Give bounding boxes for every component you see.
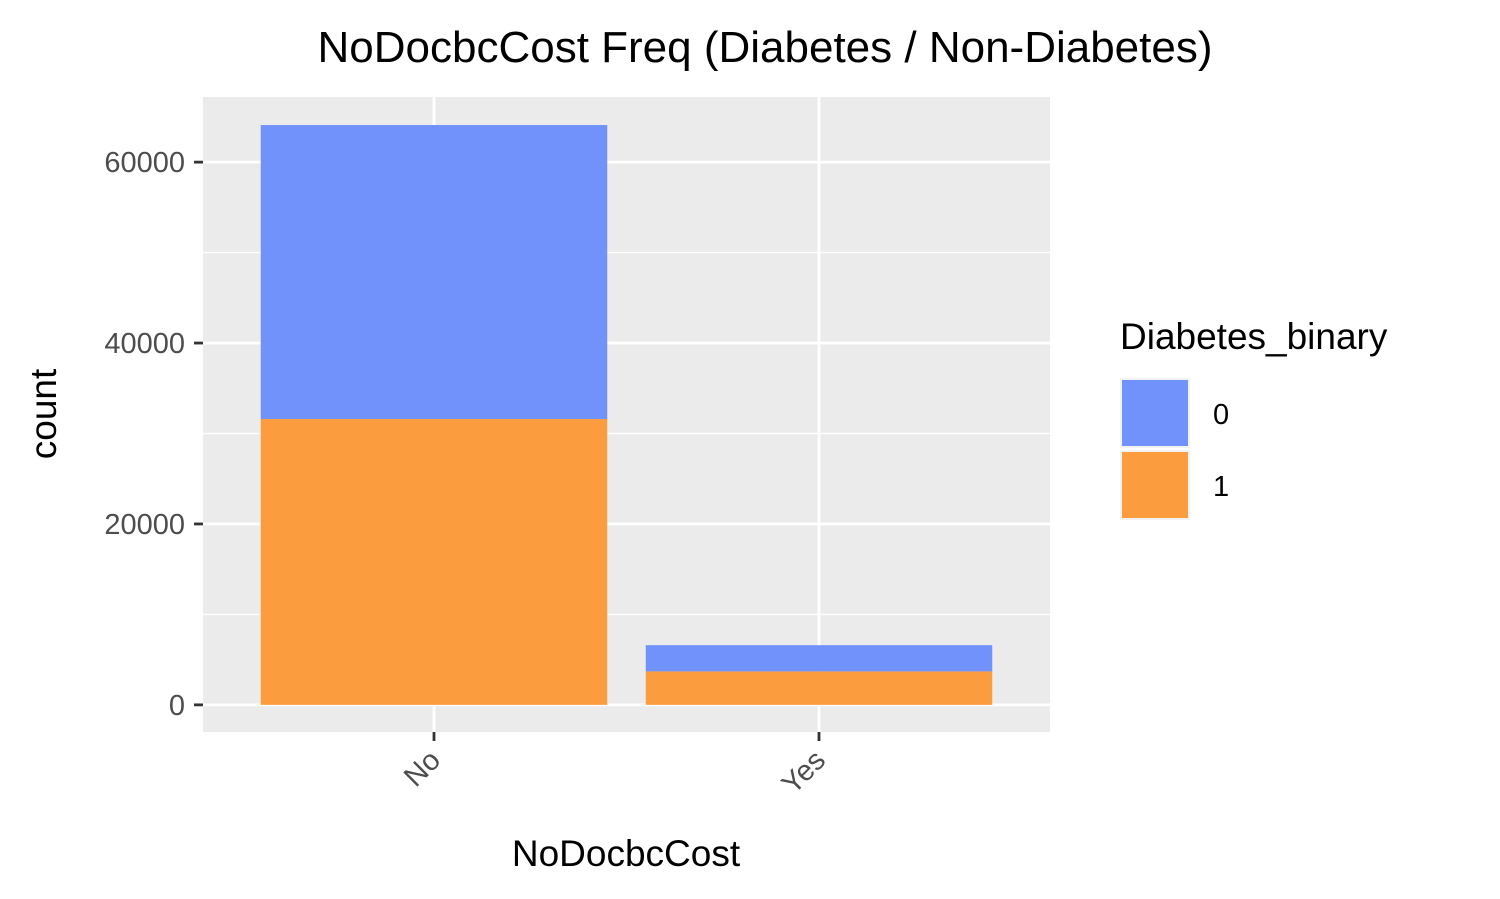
bar-no-series-1 bbox=[260, 419, 608, 705]
y-tick-label: 0 bbox=[169, 690, 185, 722]
x-axis: No Yes bbox=[398, 732, 832, 800]
legend-items: 01 bbox=[1120, 378, 1229, 520]
bar-no-series-0 bbox=[260, 125, 608, 420]
x-tick-label: Yes bbox=[776, 744, 832, 800]
legend-swatch-1 bbox=[1122, 452, 1188, 518]
legend-title: Diabetes_binary bbox=[1120, 316, 1388, 357]
y-axis-title: count bbox=[23, 368, 64, 459]
legend-label-0: 0 bbox=[1213, 399, 1229, 431]
y-tick-label: 60000 bbox=[104, 147, 185, 179]
y-tick-label: 20000 bbox=[104, 509, 185, 541]
y-axis: 0 20000 40000 60000 bbox=[104, 147, 203, 722]
bar-yes-series-1 bbox=[645, 671, 993, 705]
legend-label-1: 1 bbox=[1213, 471, 1229, 503]
bar-yes-series-0 bbox=[645, 645, 993, 672]
x-tick-label: No bbox=[398, 744, 447, 793]
legend: Diabetes_binary 01 bbox=[1120, 316, 1388, 520]
y-tick-label: 40000 bbox=[104, 328, 185, 360]
legend-swatch-0 bbox=[1122, 380, 1188, 446]
bars bbox=[260, 125, 993, 705]
chart-title: NoDocbcCost Freq (Diabetes / Non-Diabete… bbox=[317, 23, 1212, 72]
x-axis-title: NoDocbcCost bbox=[512, 833, 741, 874]
